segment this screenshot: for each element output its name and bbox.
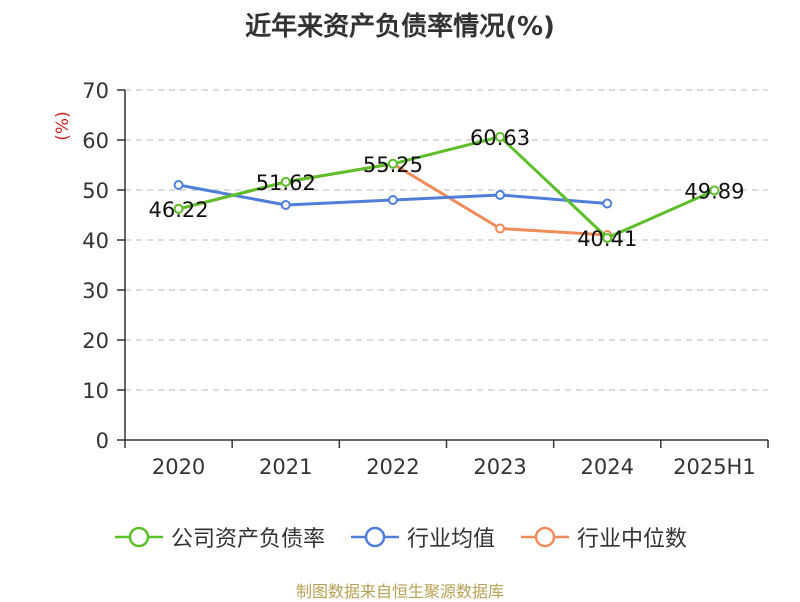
data-label: 49.89 [684,180,744,204]
data-point [387,195,398,205]
data-point [602,232,613,243]
data-point [387,158,398,169]
legend-label: 公司资产负债率 [170,527,325,552]
y-tick-label: 60 [82,129,109,153]
source-note: 制图数据来自恒生聚源数据库 [295,582,504,601]
x-tick-label: 2025H1 [673,455,756,479]
data-label: 55.25 [363,153,423,177]
series-2 [173,180,613,210]
legend-label: 行业均值 [406,527,495,552]
data-label: 60.63 [470,126,530,150]
legend-item-3[interactable]: 行业中位数 [519,521,687,553]
legend-line-marker-icon [114,526,163,548]
x-tick-label: 2021 [259,455,312,479]
y-tick-label: 70 [82,79,109,103]
y-tick-label: 0 [96,429,109,453]
series-1 [173,131,720,243]
x-tick-label: 2020 [152,455,205,479]
data-point [709,185,720,196]
y-tick-label: 50 [82,179,109,203]
legend: 公司资产负债率 行业均值 行业中位数 [0,520,800,554]
data-point [495,223,506,234]
y-tick-label: 20 [82,329,109,353]
data-label: 40.41 [577,227,637,251]
data-label: 51.62 [256,171,316,195]
data-point [602,198,613,209]
data-point [495,131,506,142]
y-tick-label: 10 [82,379,109,403]
data-point [280,176,291,187]
y-axis-label: (%) [53,111,73,140]
data-label: 46.22 [149,198,209,222]
legend-item-2[interactable]: 行业均值 [349,521,495,553]
data-point [280,200,291,210]
data-point [495,190,506,200]
x-tick-label: 2024 [581,455,634,479]
legend-item-1[interactable]: 公司资产负债率 [113,521,325,553]
data-point [173,180,184,190]
x-tick-label: 2022 [366,455,419,479]
legend-line-marker-icon [350,526,399,548]
x-tick-label: 2023 [473,455,526,479]
data-point [173,203,184,214]
y-tick-label: 40 [82,229,109,253]
legend-line-marker-icon [521,526,569,548]
y-tick-label: 30 [82,279,109,303]
series-line [178,135,716,240]
legend-label: 行业中位数 [577,527,688,552]
chart-title: 近年来资产负债率情况(%) [245,12,555,42]
